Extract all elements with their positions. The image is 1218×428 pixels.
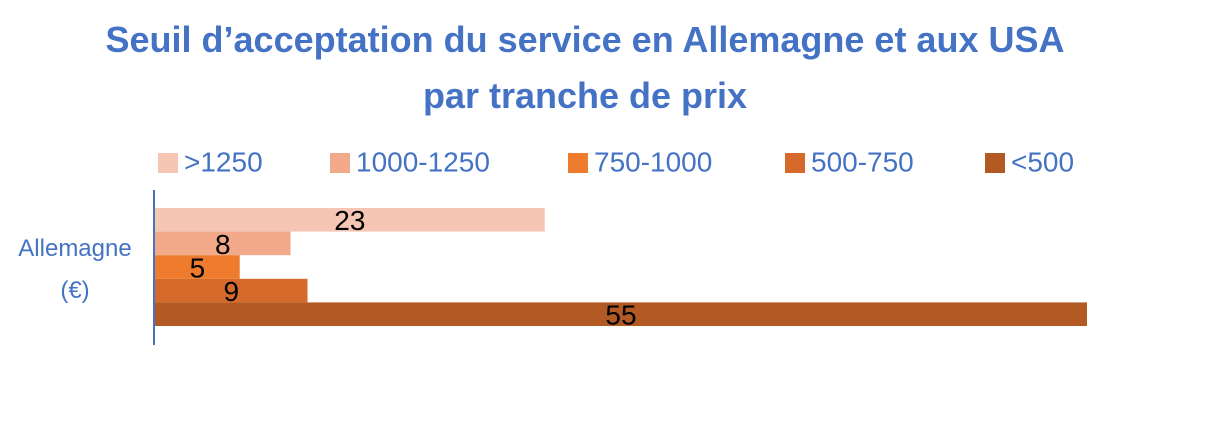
bar bbox=[155, 278, 308, 303]
data-label: 5 bbox=[190, 252, 206, 283]
legend-label: 500-750 bbox=[811, 146, 914, 177]
legend-swatch bbox=[568, 153, 588, 173]
bar bbox=[155, 231, 291, 256]
legend-label: 1000-1250 bbox=[356, 146, 490, 177]
bar bbox=[155, 302, 1087, 326]
chart-title: Seuil d’acceptation du service en Allema… bbox=[105, 19, 1065, 116]
legend-swatch bbox=[158, 153, 178, 173]
legend-swatch bbox=[785, 153, 805, 173]
legend-swatch bbox=[985, 153, 1005, 173]
data-label: 8 bbox=[215, 229, 231, 260]
data-label: 55 bbox=[605, 300, 636, 331]
legend-swatch bbox=[330, 153, 350, 173]
bar bbox=[155, 208, 545, 232]
bar bbox=[155, 255, 240, 279]
data-label: 9 bbox=[223, 276, 239, 307]
legend-label: 750-1000 bbox=[594, 146, 712, 177]
legend-label: >1250 bbox=[184, 146, 263, 177]
data-label: 23 bbox=[334, 205, 365, 236]
category-label: Allemagne (€) bbox=[18, 235, 132, 304]
legend-label: <500 bbox=[1011, 146, 1074, 177]
